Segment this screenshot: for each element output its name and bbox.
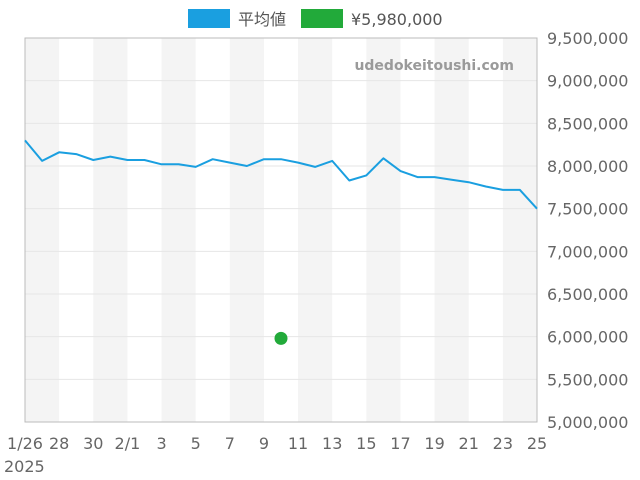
y-tick-label: 6,500,000 (547, 285, 628, 304)
y-tick-label: 7,000,000 (547, 242, 628, 261)
y-tick-label: 5,500,000 (547, 370, 628, 389)
x-tick-label: 23 (493, 434, 513, 453)
legend-swatch (301, 9, 343, 28)
y-tick-label: 9,500,000 (547, 29, 628, 48)
x-tick-label: 5 (191, 434, 201, 453)
plot-border (24, 37, 538, 423)
x-tick-label: 30 (83, 434, 103, 453)
x-tick-label: 11 (288, 434, 308, 453)
x-year-label: 2025 (4, 457, 45, 476)
x-axis: 1/26 28 30 2/1 3 5 7 9 11 13 15 17 19 21 23 25 2025 (4, 434, 547, 476)
grid-band (161, 38, 196, 422)
series-layer (24, 139, 538, 345)
x-tick-label: 1/26 (7, 434, 43, 453)
y-tick-label: 7,500,000 (547, 200, 628, 219)
grid-band (298, 38, 333, 422)
watermark: udedokeitoushi.com (354, 58, 514, 74)
weekend-bands (25, 38, 537, 422)
y-tick-label: 8,500,000 (547, 114, 628, 133)
y-tick-label: 5,000,000 (547, 413, 628, 432)
legend-label: ¥5,980,000 (351, 10, 443, 29)
x-tick-label: 21 (459, 434, 479, 453)
grid-band (366, 38, 401, 422)
y-tick-label: 8,000,000 (547, 157, 628, 176)
grid-band (25, 38, 60, 422)
grid-band (93, 38, 128, 422)
x-tick-label: 7 (225, 434, 235, 453)
y-tick-label: 6,000,000 (547, 328, 628, 347)
series-line-average[interactable] (24, 139, 538, 210)
x-tick-label: 25 (527, 434, 547, 453)
legend-swatch (188, 9, 230, 28)
x-tick-label: 17 (390, 434, 410, 453)
legend-label: 平均値 (238, 10, 286, 29)
x-tick-label: 3 (156, 434, 166, 453)
x-tick-label: 2/1 (115, 434, 141, 453)
x-tick-label: 19 (424, 434, 444, 453)
legend-item-average[interactable]: 平均値 (188, 9, 286, 29)
x-tick-label: 13 (322, 434, 342, 453)
y-axis: 5,000,000 5,500,000 6,000,000 6,500,000 7,00… (547, 29, 628, 432)
grid-band (502, 38, 537, 422)
grid-band (229, 38, 264, 422)
y-tick-label: 9,000,000 (547, 72, 628, 91)
x-tick-label: 9 (259, 434, 269, 453)
x-tick-label: 28 (49, 434, 69, 453)
scatter-point[interactable] (274, 331, 288, 345)
x-tick-label: 15 (356, 434, 376, 453)
grid-band (434, 38, 469, 422)
legend-item-price[interactable]: ¥5,980,000 (301, 9, 443, 29)
legend[interactable]: 平均値 ¥5,980,000 (188, 9, 443, 29)
